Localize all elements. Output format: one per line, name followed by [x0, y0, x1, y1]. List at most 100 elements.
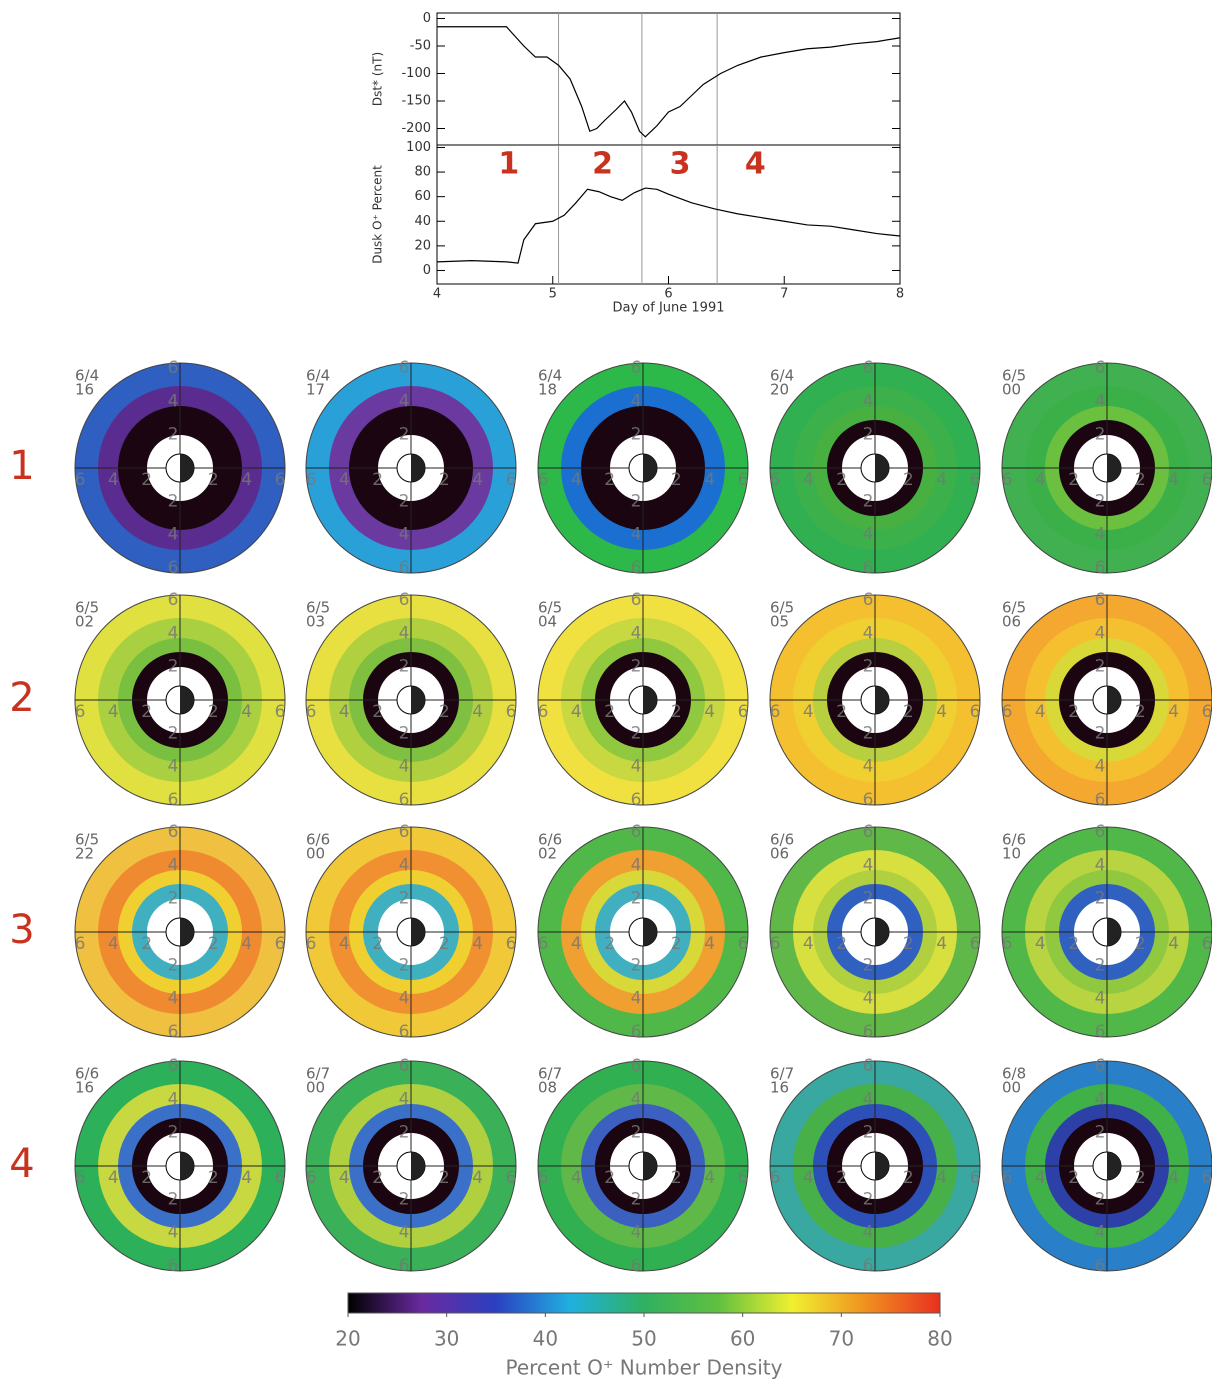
radial-tick-label: 4: [241, 1168, 252, 1188]
radial-tick-label: 6: [399, 358, 410, 378]
radial-tick-label: 4: [863, 989, 874, 1009]
panel-hour: 10: [1002, 845, 1021, 863]
radial-tick-label: 4: [863, 623, 874, 643]
radial-tick-label: 2: [903, 702, 914, 722]
y-tick-label: 100: [406, 140, 431, 155]
radial-tick-label: 6: [1095, 790, 1106, 810]
row-label: 1: [9, 443, 34, 489]
radial-tick-label: 4: [936, 702, 947, 722]
radial-tick-label: 4: [108, 470, 119, 490]
radial-tick-label: 2: [631, 1123, 642, 1143]
radial-tick-label: 4: [863, 1089, 874, 1109]
radial-tick-label: 6: [275, 934, 286, 954]
radial-tick-label: 4: [399, 391, 410, 411]
radial-tick-label: 4: [168, 855, 179, 875]
radial-tick-label: 4: [168, 757, 179, 777]
radial-tick-label: 6: [168, 1256, 179, 1276]
radial-tick-label: 4: [472, 934, 483, 954]
radial-tick-label: 4: [1095, 525, 1106, 545]
radial-tick-label: 2: [1095, 657, 1106, 677]
page: 0-50-100-150-200Dst* (nT)020406080100456…: [0, 0, 1212, 1383]
radial-tick-label: 4: [803, 934, 814, 954]
radial-tick-label: 4: [631, 757, 642, 777]
radial-tick-label: 2: [141, 702, 152, 722]
radial-tick-label: 4: [1168, 470, 1179, 490]
radial-tick-label: 6: [168, 558, 179, 578]
panel-hour: 05: [770, 613, 789, 631]
row-label: 3: [9, 907, 34, 953]
polar-panel: 2222444466666/610: [1002, 822, 1212, 1042]
radial-tick-label: 2: [141, 470, 152, 490]
radial-tick-label: 4: [631, 391, 642, 411]
radial-tick-label: 6: [1095, 358, 1106, 378]
radial-tick-label: 2: [1135, 470, 1146, 490]
radial-tick-label: 6: [1095, 822, 1106, 842]
radial-tick-label: 2: [1095, 889, 1106, 909]
radial-tick-label: 4: [241, 934, 252, 954]
radial-tick-label: 4: [399, 525, 410, 545]
panel-hour: 16: [75, 1079, 94, 1097]
radial-tick-label: 4: [631, 989, 642, 1009]
x-tick-label: 8: [896, 287, 904, 302]
panel-hour: 02: [75, 613, 94, 631]
radial-tick-label: 6: [399, 590, 410, 610]
radial-tick-label: 6: [399, 822, 410, 842]
radial-tick-label: 4: [241, 470, 252, 490]
radial-tick-label: 6: [631, 790, 642, 810]
radial-tick-label: 4: [1168, 702, 1179, 722]
colorbar-tick-label: 20: [335, 1327, 360, 1351]
radial-tick-label: 4: [1035, 1168, 1046, 1188]
y-tick-label: 20: [414, 238, 431, 253]
radial-tick-label: 4: [1095, 623, 1106, 643]
radial-tick-label: 6: [168, 822, 179, 842]
radial-tick-label: 2: [903, 470, 914, 490]
polar-panel: 2222444466666/505: [770, 590, 981, 810]
radial-tick-label: 4: [399, 1089, 410, 1109]
radial-tick-label: 4: [108, 934, 119, 954]
radial-tick-label: 6: [168, 790, 179, 810]
radial-tick-label: 6: [506, 934, 517, 954]
y-tick-label: 80: [414, 165, 431, 180]
radial-tick-label: 2: [439, 1168, 450, 1188]
radial-tick-label: 6: [738, 470, 749, 490]
radial-tick-label: 6: [1095, 558, 1106, 578]
radial-tick-label: 6: [399, 558, 410, 578]
radial-tick-label: 6: [306, 470, 317, 490]
radial-tick-label: 2: [1135, 934, 1146, 954]
panel-hour: 03: [306, 613, 325, 631]
radial-tick-label: 2: [168, 657, 179, 677]
radial-tick-label: 2: [439, 702, 450, 722]
radial-tick-label: 2: [631, 889, 642, 909]
polar-panel: 2222444466666/418: [538, 358, 749, 578]
radial-tick-label: 4: [704, 470, 715, 490]
radial-tick-label: 2: [208, 934, 219, 954]
radial-tick-label: 6: [1002, 1168, 1013, 1188]
radial-tick-label: 6: [863, 822, 874, 842]
y-tick-label: 60: [414, 189, 431, 204]
radial-tick-label: 6: [538, 1168, 549, 1188]
panel-hour: 00: [306, 845, 325, 863]
radial-tick-label: 2: [1095, 425, 1106, 445]
radial-tick-label: 2: [372, 1168, 383, 1188]
radial-tick-label: 4: [472, 702, 483, 722]
radial-tick-label: 4: [1035, 934, 1046, 954]
radial-tick-label: 6: [970, 934, 981, 954]
x-tick-label: 5: [549, 287, 557, 302]
x-tick-label: 7: [780, 287, 788, 302]
polar-panel: 2222444466666/600: [306, 822, 517, 1042]
radial-tick-label: 2: [399, 955, 410, 975]
radial-tick-label: 4: [1095, 855, 1106, 875]
colorbar: [348, 1293, 940, 1313]
radial-tick-label: 2: [399, 657, 410, 677]
radial-tick-label: 4: [631, 855, 642, 875]
radial-tick-label: 6: [75, 470, 86, 490]
radial-tick-label: 6: [970, 702, 981, 722]
polar-panel: 2222444466666/716: [770, 1056, 981, 1276]
radial-tick-label: 4: [936, 934, 947, 954]
radial-tick-label: 6: [506, 470, 517, 490]
colorbar-tick-label: 30: [434, 1327, 459, 1351]
radial-tick-label: 2: [671, 702, 682, 722]
